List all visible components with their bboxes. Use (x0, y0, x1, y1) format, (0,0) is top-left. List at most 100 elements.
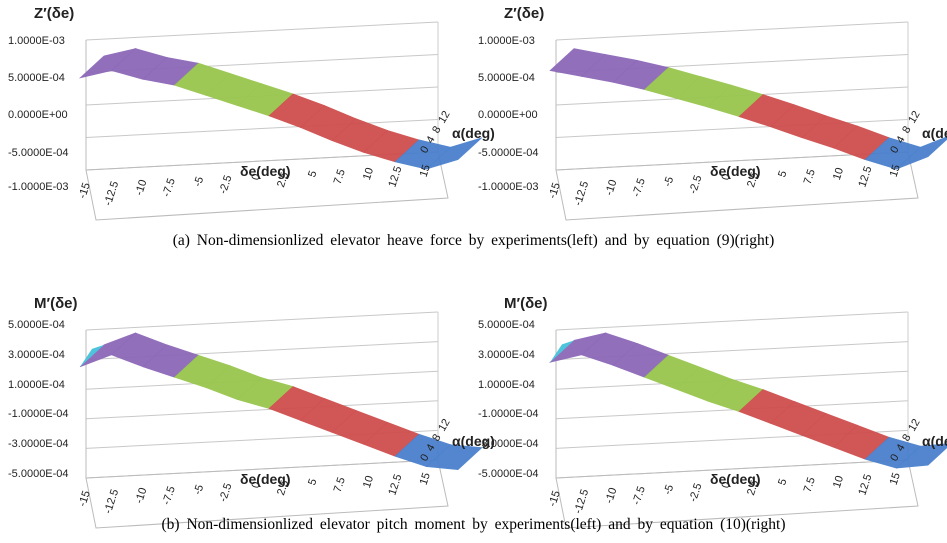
x-tick-label: -10 (603, 486, 619, 505)
x-tick-label: 0 (250, 480, 263, 490)
z-tick-label: -5.0000E-04 (8, 147, 69, 159)
y-tick-label: 4 (424, 442, 437, 453)
x-tick-label: 7.5 (332, 168, 348, 186)
y-axis-label: α(deg) (452, 125, 495, 141)
surface-patch (426, 137, 483, 170)
x-tick-label: 7.5 (802, 476, 818, 494)
x-tick-label: 10 (361, 166, 376, 181)
z-tick-label: -1.0000E-04 (8, 408, 69, 420)
chart-title: Z′(δe) (34, 5, 74, 22)
z-tick-label: 1.0000E-03 (8, 35, 65, 47)
z-tick-label: -5.0000E-04 (478, 468, 539, 480)
z-tick-label: -5.0000E-04 (478, 147, 539, 159)
x-tick-label: -5 (192, 483, 206, 496)
x-axis-label: δe(deg) (240, 471, 291, 487)
x-axis-label: δe(deg) (240, 163, 291, 179)
x-tick-label: -2.5 (687, 482, 704, 504)
y-axis-label: α(deg) (922, 433, 947, 449)
x-tick-label: -10 (133, 486, 149, 505)
x-tick-label: 12.5 (386, 473, 404, 497)
x-tick-label: -12.5 (572, 488, 591, 516)
x-tick-label: -5 (662, 483, 676, 496)
y-tick-label: 0 (888, 144, 901, 155)
x-tick-label: 2.5 (745, 479, 761, 497)
x-axis-label: δe(deg) (710, 471, 761, 487)
x-tick-label: -7.5 (631, 485, 648, 507)
surface-patch (550, 340, 574, 363)
x-tick-label: -10 (603, 178, 619, 197)
gridline (555, 400, 909, 420)
floor-plane (555, 151, 919, 221)
x-tick-label: 12.5 (856, 473, 874, 497)
chart-title: M′(δe) (34, 295, 78, 312)
x-tick-label: -12.5 (572, 180, 591, 208)
z-tick-label: -1.0000E-03 (478, 181, 539, 193)
y-tick-label: 12 (906, 109, 923, 126)
x-tick-label: -7.5 (161, 485, 178, 507)
x-tick-label: -7.5 (161, 177, 178, 199)
x-tick-label: 10 (831, 474, 846, 489)
chart-title: M′(δe) (504, 295, 548, 312)
y-axis-label: α(deg) (452, 433, 495, 449)
z-tick-label: 0.0000E+00 (8, 109, 68, 121)
z-tick-label: -3.0000E-04 (478, 438, 539, 450)
x-tick-label: -12.5 (102, 488, 121, 516)
y-tick-label: 4 (894, 442, 907, 453)
y-tick-label: 8 (900, 124, 913, 135)
gridline (85, 21, 439, 41)
gridline (85, 400, 439, 420)
z-tick-label: -1.0000E-04 (478, 408, 539, 420)
floor-plane (85, 459, 449, 529)
gridline (555, 119, 909, 138)
floor-plane (555, 459, 919, 529)
z-tick-label: 1.0000E-03 (478, 35, 535, 47)
x-tick-label: 10 (361, 474, 376, 489)
z-tick-label: 0.0000E+00 (478, 109, 538, 121)
y-tick-label: 0 (418, 144, 431, 155)
x-tick-label: 2.5 (745, 171, 761, 189)
y-tick-label: 12 (436, 109, 453, 126)
surface-patch (425, 444, 483, 470)
x-tick-label: -7.5 (631, 177, 648, 199)
gridline (85, 119, 439, 138)
x-tick-label: 15 (418, 471, 433, 486)
caption-a: (a) Non-dimensionlized elevator heave fo… (172, 232, 775, 249)
x-tick-label: -15 (77, 181, 93, 200)
y-tick-label: 8 (430, 124, 443, 135)
x-tick-label: -5 (192, 175, 206, 188)
x-tick-label: 5 (306, 169, 319, 179)
z-tick-label: 5.0000E-04 (478, 72, 535, 84)
y-axis-label: α(deg) (922, 125, 947, 141)
x-tick-label: 12.5 (856, 165, 874, 189)
y-tick-label: 12 (436, 417, 453, 434)
z-tick-label: 3.0000E-04 (8, 349, 65, 361)
x-tick-label: 0 (720, 172, 733, 182)
x-tick-label: -2.5 (687, 174, 704, 196)
chart-title: Z′(δe) (504, 5, 544, 22)
x-tick-label: 2.5 (275, 171, 291, 189)
x-tick-label: 15 (888, 163, 903, 178)
x-tick-label: 5 (306, 477, 319, 487)
chart-heave-force-experiment: 1.0000E-03 5.0000E-04 0.0000E+00 -5.0000E-0… (8, 5, 495, 221)
x-tick-label: -10 (133, 178, 149, 197)
x-tick-label: -12.5 (102, 180, 121, 208)
gridline (555, 21, 909, 41)
gridline (85, 311, 439, 331)
x-tick-label: -5 (662, 175, 676, 188)
x-tick-label: -15 (77, 489, 93, 508)
z-tick-label: 1.0000E-04 (478, 379, 535, 391)
x-tick-label: 7.5 (802, 168, 818, 186)
chart-heave-force-equation: 1.0000E-03 5.0000E-04 0.0000E+00 -5.0000E-0… (478, 5, 947, 221)
y-tick-label: 8 (430, 432, 443, 443)
caption-b: (b) Non-dimensionlized elevator pitch mo… (161, 516, 786, 533)
z-tick-label: 3.0000E-04 (478, 349, 535, 361)
x-tick-label: -2.5 (217, 174, 234, 196)
z-tick-label: 5.0000E-04 (478, 319, 535, 331)
surface-patch (896, 136, 947, 170)
x-tick-label: 15 (888, 471, 903, 486)
floor-plane (85, 151, 449, 221)
y-tick-label: 8 (900, 432, 913, 443)
x-tick-label: 2.5 (275, 479, 291, 497)
x-tick-label: 12.5 (386, 165, 404, 189)
